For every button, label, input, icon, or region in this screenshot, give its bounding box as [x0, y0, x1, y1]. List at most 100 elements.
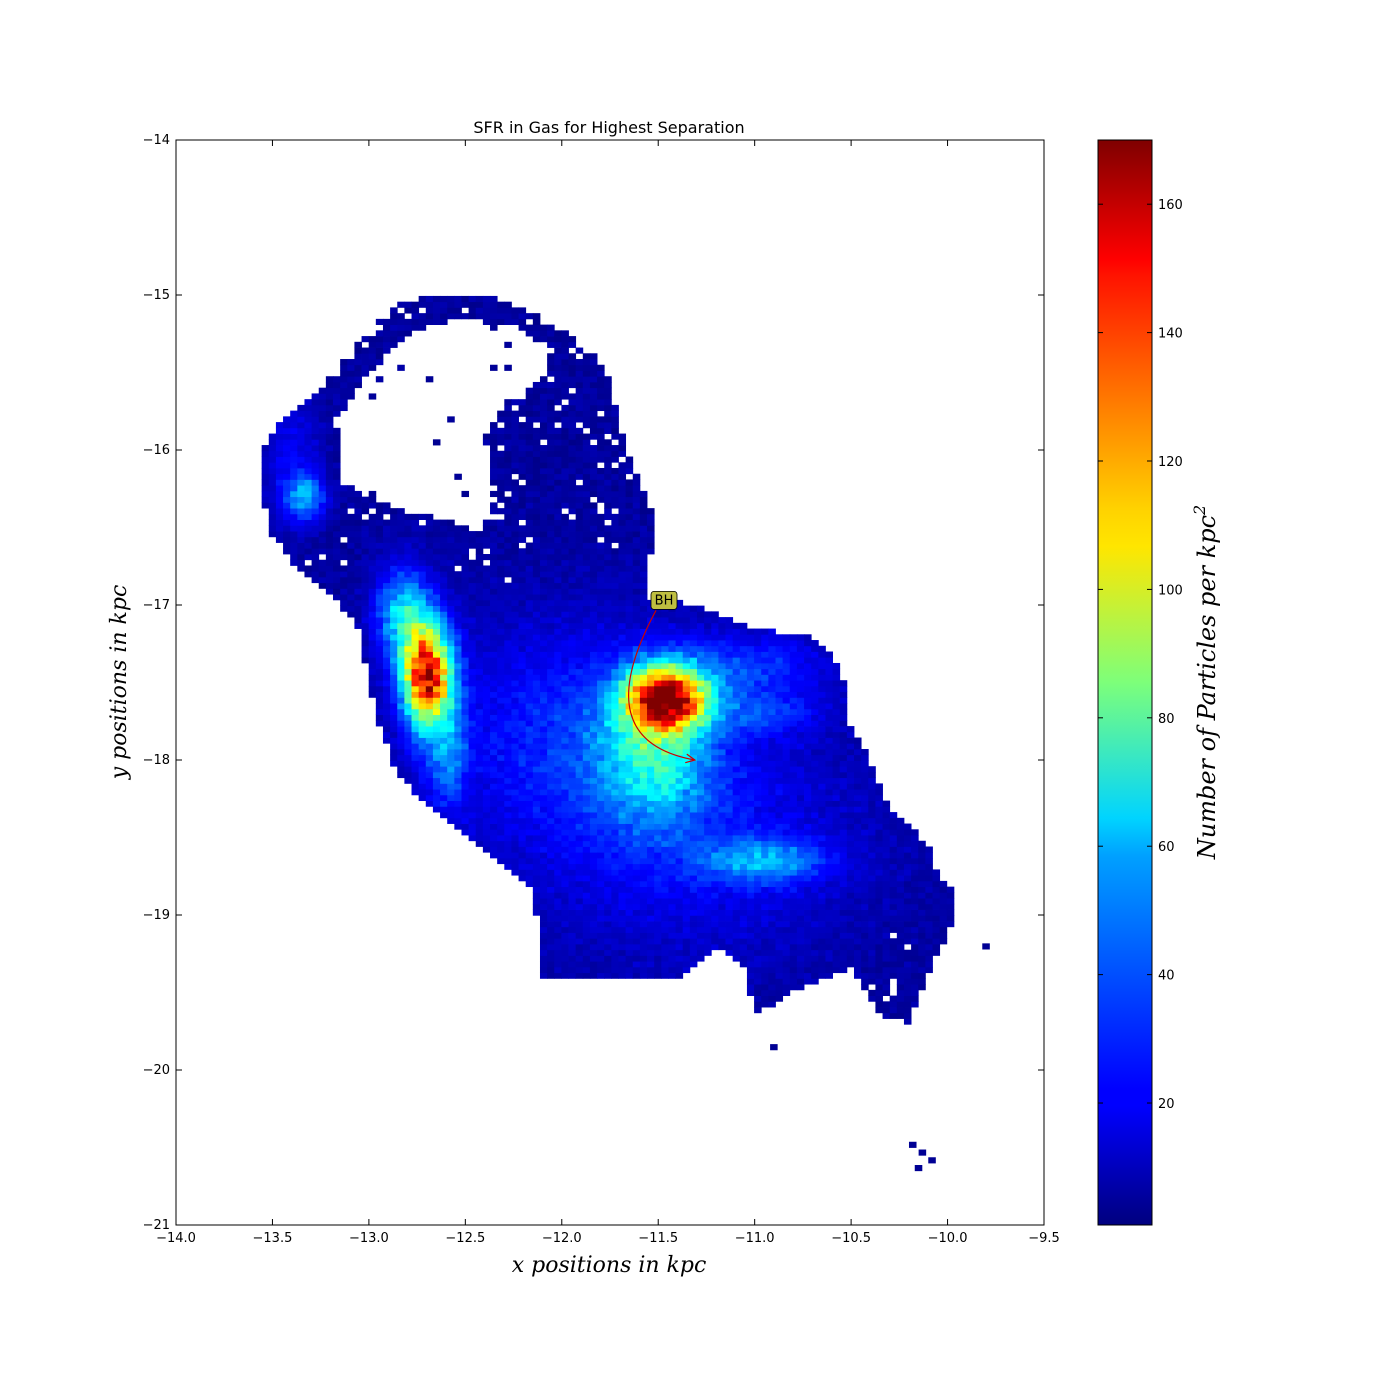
- heatmap-cell: [768, 674, 776, 681]
- heatmap-cell: [490, 565, 498, 572]
- heatmap-cell: [754, 737, 762, 744]
- heatmap-cell: [761, 634, 769, 641]
- heatmap-cell: [497, 439, 505, 446]
- heatmap-cell: [347, 565, 355, 572]
- heatmap-cell: [547, 806, 555, 813]
- heatmap-cell: [739, 720, 748, 727]
- heatmap-cell: [283, 456, 291, 463]
- heatmap-cell: [425, 599, 434, 607]
- heatmap-cell: [582, 410, 591, 417]
- heatmap-cell: [639, 691, 648, 698]
- heatmap-cell: [440, 789, 448, 796]
- heatmap-cell: [782, 714, 791, 721]
- heatmap-cell: [654, 966, 662, 974]
- heatmap-cell: [554, 966, 562, 974]
- heatmap-cell: [468, 783, 477, 790]
- heatmap-cell: [761, 628, 769, 635]
- heatmap-cell: [482, 439, 491, 446]
- heatmap-cell: [568, 943, 577, 951]
- heatmap-cell: [732, 943, 741, 951]
- heatmap-cell: [668, 628, 676, 635]
- heatmap-cell: [568, 817, 577, 824]
- heatmap-cell: [761, 680, 769, 687]
- heatmap-cell: [654, 955, 662, 962]
- heatmap-cell: [725, 617, 734, 624]
- heatmap-cell: [732, 829, 741, 836]
- heatmap-cell: [761, 949, 769, 956]
- heatmap-cell: [611, 766, 619, 773]
- heatmap-cell: [704, 938, 712, 945]
- heatmap-cell: [418, 525, 427, 532]
- heatmap-cell: [390, 313, 398, 320]
- heatmap-cell: [475, 789, 484, 796]
- heatmap-cell: [611, 800, 619, 807]
- heatmap-cell: [382, 542, 391, 549]
- heatmap-cell: [625, 582, 634, 589]
- heatmap-cell: [554, 456, 562, 463]
- heatmap-cell: [746, 875, 755, 882]
- heatmap-cell: [654, 892, 662, 899]
- heatmap-cell: [561, 599, 569, 607]
- heatmap-cell: [561, 651, 569, 658]
- heatmap-cell: [468, 576, 477, 584]
- heatmap-cell: [375, 548, 384, 555]
- heatmap-cell: [718, 840, 726, 847]
- heatmap-cell: [397, 336, 405, 343]
- heatmap-cell: [739, 731, 748, 738]
- heatmap-cell: [333, 554, 341, 561]
- heatmap-cell: [475, 754, 484, 761]
- heatmap-cell: [361, 370, 370, 377]
- heatmap-cell: [511, 490, 519, 498]
- heatmap-cell: [746, 766, 755, 773]
- heatmap-cell: [725, 783, 734, 790]
- heatmap-cell: [796, 760, 805, 767]
- heatmap-cell: [547, 966, 555, 974]
- heatmap-cell: [668, 806, 676, 813]
- heatmap-cell: [768, 898, 776, 905]
- heatmap-cell: [639, 668, 648, 675]
- heatmap-cell: [547, 324, 555, 331]
- heatmap-cell: [532, 479, 541, 486]
- heatmap-cell: [518, 404, 527, 412]
- heatmap-cell: [511, 835, 519, 842]
- heatmap-cell: [283, 513, 291, 520]
- heatmap-cell: [618, 611, 627, 618]
- heatmap-cell: [575, 513, 584, 520]
- heatmap-cell: [604, 921, 612, 928]
- heatmap-cell: [511, 863, 519, 870]
- heatmap-cell: [582, 462, 591, 469]
- heatmap-cell: [589, 370, 598, 377]
- heatmap-cell: [297, 513, 305, 520]
- heatmap-cell: [589, 726, 598, 733]
- heatmap-cell: [675, 966, 684, 974]
- heatmap-cell: [525, 685, 534, 693]
- heatmap-cell: [432, 651, 441, 658]
- heatmap-cell: [696, 823, 705, 830]
- heatmap-cell: [589, 961, 598, 968]
- heatmap-cell: [725, 771, 734, 779]
- heatmap-cell: [382, 731, 391, 738]
- heatmap-cell: [668, 961, 676, 968]
- heatmap-cell: [347, 496, 355, 503]
- heatmap-cell: [375, 565, 384, 572]
- heatmap-cell: [475, 737, 484, 744]
- heatmap-cell: [647, 817, 655, 824]
- heatmap-cell: [589, 955, 598, 962]
- heatmap-cell: [647, 926, 655, 933]
- heatmap-cell: [461, 771, 470, 779]
- heatmap-cell: [390, 708, 398, 715]
- heatmap-cell: [589, 628, 598, 635]
- heatmap-cell: [775, 806, 784, 813]
- heatmap-cell: [761, 984, 769, 991]
- heatmap-cell: [647, 771, 655, 779]
- heatmap-cell: [625, 490, 634, 498]
- heatmap-cell: [554, 433, 562, 440]
- heatmap-cell: [732, 938, 741, 945]
- heatmap-cell: [732, 835, 741, 842]
- heatmap-cell: [504, 611, 512, 618]
- heatmap-cell: [804, 903, 812, 910]
- heatmap-cell: [589, 381, 598, 389]
- heatmap-cell: [768, 829, 776, 836]
- heatmap-cell: [368, 571, 377, 578]
- heatmap-cell: [382, 341, 391, 348]
